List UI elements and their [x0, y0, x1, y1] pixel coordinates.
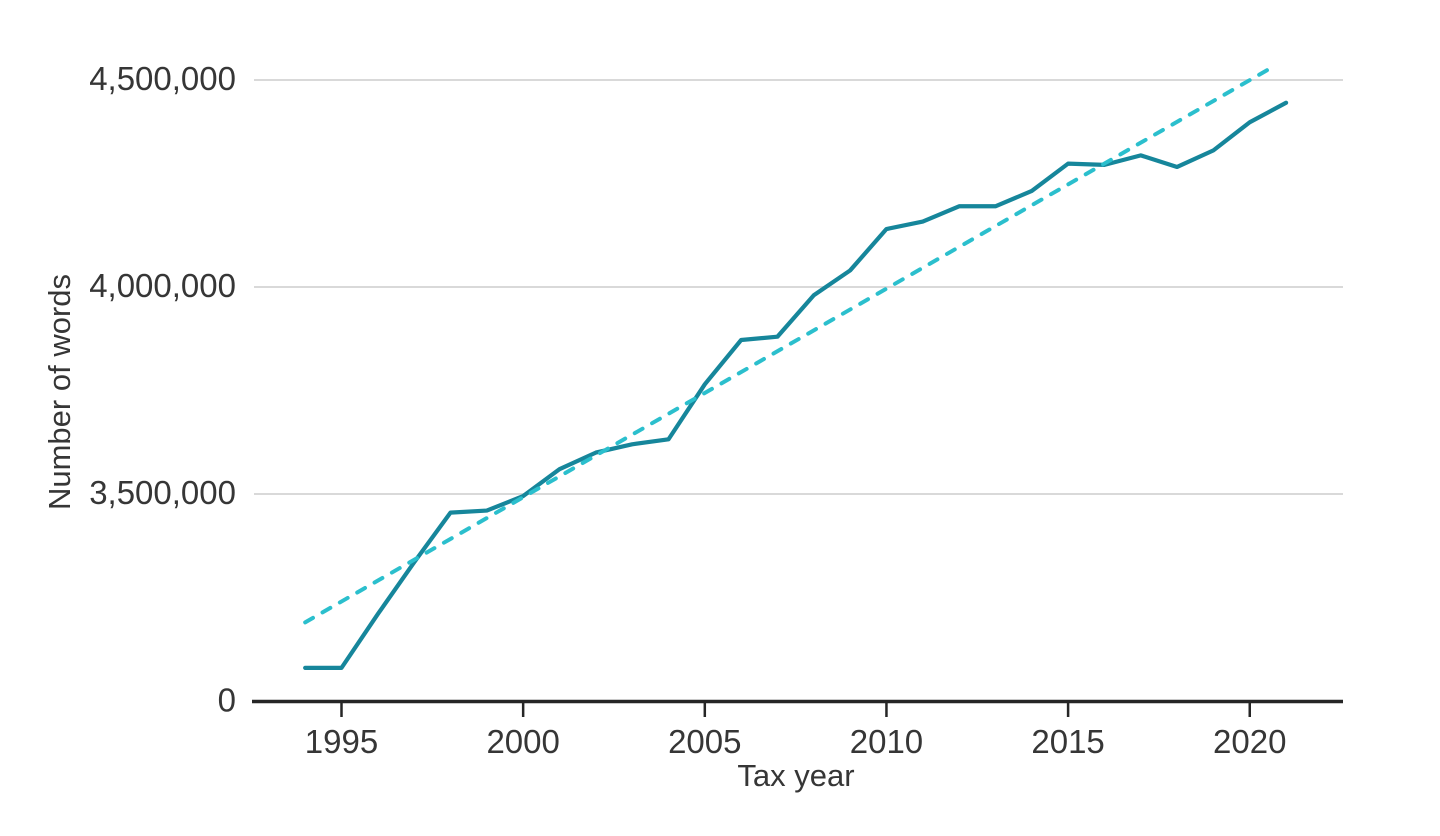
x-tick-label: 2005 — [668, 723, 741, 760]
y-tick-label: 4,000,000 — [89, 267, 236, 304]
data-line-solid — [303, 100, 1289, 670]
x-tick-label: 2010 — [850, 723, 923, 760]
y-tick-label: 4,500,000 — [89, 60, 236, 97]
trend-line-dashed — [303, 63, 1278, 625]
x-tick-label: 2020 — [1213, 723, 1286, 760]
y-axis-title: Number of words — [42, 273, 77, 511]
x-tick-label: 2015 — [1031, 723, 1104, 760]
x-axis-title: Tax year — [737, 758, 855, 793]
y-tick-label: 0 — [218, 682, 236, 719]
y-tick-label: 3,500,000 — [89, 474, 236, 511]
x-tick-label: 1995 — [305, 723, 378, 760]
x-tick-label: 2000 — [486, 723, 559, 760]
